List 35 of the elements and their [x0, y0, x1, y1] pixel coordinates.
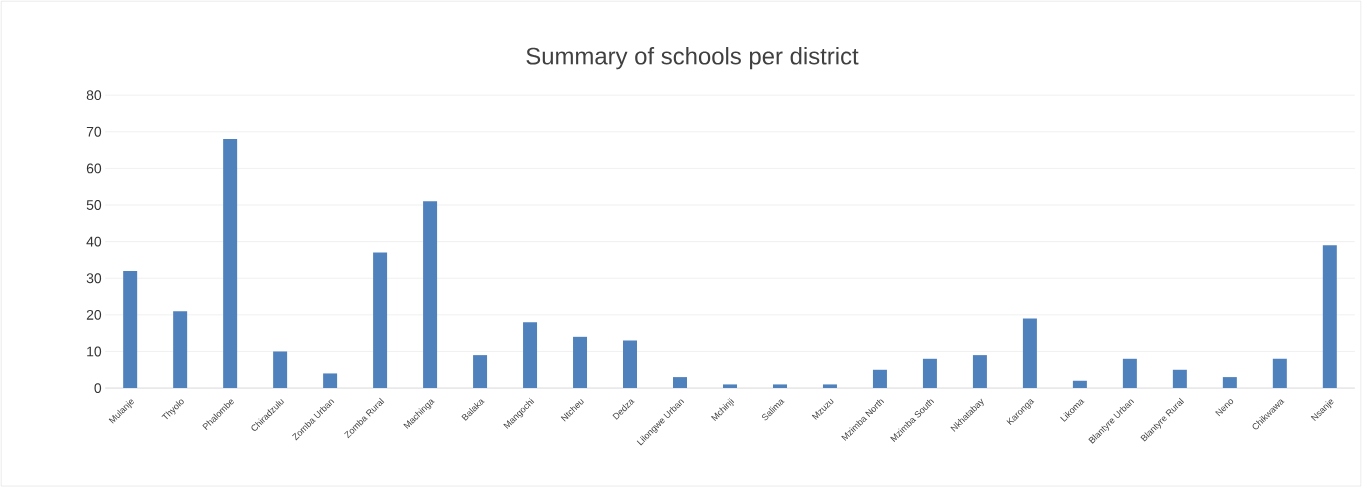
bar: [772, 384, 787, 388]
bar: [1172, 369, 1187, 388]
y-tick-label: 80: [86, 90, 102, 100]
bar: [273, 351, 288, 388]
bar: [822, 384, 837, 388]
y-tick-label: 10: [87, 346, 102, 357]
bar: [1272, 358, 1287, 388]
bar: [1222, 376, 1237, 388]
bar: [573, 336, 588, 388]
y-tick-label: 70: [86, 126, 102, 137]
bar: [473, 355, 488, 388]
y-tick-label: 50: [86, 199, 102, 210]
chart-title: Summary of schools per district: [526, 46, 859, 70]
bar: [1072, 380, 1087, 388]
y-tick-label: 0: [94, 383, 102, 393]
bar: [523, 322, 538, 388]
y-tick-label: 20: [86, 309, 102, 320]
bar: [722, 384, 737, 388]
bar: [1322, 245, 1337, 388]
bar: [323, 373, 338, 388]
bar: [623, 340, 638, 388]
bar: [872, 369, 887, 388]
bar: [673, 376, 687, 388]
y-tick-label: 30: [86, 273, 102, 284]
y-tick-label: 40: [86, 236, 102, 247]
bar: [1122, 358, 1137, 388]
bar: [223, 138, 238, 388]
bar: [972, 355, 987, 388]
bar: [173, 311, 188, 388]
bar: [373, 252, 388, 388]
bar: [423, 201, 438, 388]
bar: [123, 270, 138, 388]
bar: [922, 358, 937, 388]
y-tick-label: 60: [86, 163, 102, 174]
bar: [1022, 318, 1037, 388]
